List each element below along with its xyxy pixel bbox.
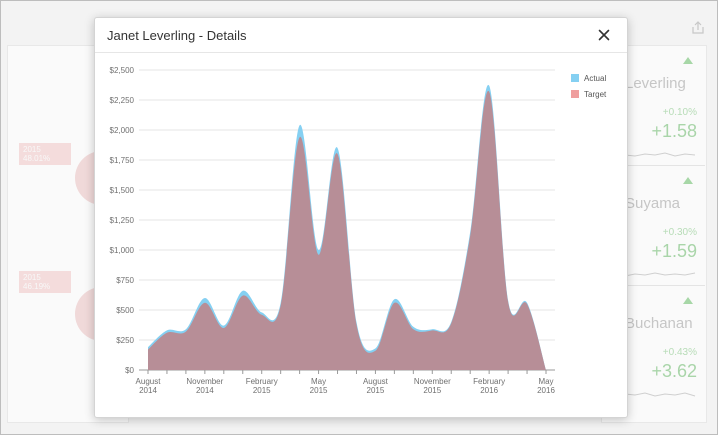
employee-delta: +1.59 (651, 241, 697, 261)
employee-delta: +3.62 (651, 361, 697, 381)
export-icon[interactable] (691, 21, 705, 35)
y-tick-label: $2,250 (110, 96, 135, 105)
y-tick-label: $1,000 (110, 246, 135, 255)
trend-up-icon (683, 177, 693, 184)
series-target-area (148, 90, 546, 370)
legend-swatch (571, 90, 579, 98)
employee-percent: +0.43% (662, 347, 697, 358)
x-tick-label: February (246, 377, 278, 386)
employee-delta: +1.58 (651, 121, 697, 141)
x-tick-label: 2014 (196, 386, 214, 395)
y-tick-label: $500 (116, 306, 134, 315)
x-tick-label: February (473, 377, 505, 386)
x-tick-label: 2015 (253, 386, 271, 395)
employee-name: Buchanan (625, 315, 693, 332)
x-tick-label: May (311, 377, 326, 386)
y-tick-label: $2,500 (110, 66, 135, 75)
sparkline (625, 272, 696, 277)
close-icon[interactable] (595, 26, 613, 44)
chart-container: $0 $250 $500 $750 $1,000 $1,250 $1,500 $1,750 $2… (95, 54, 627, 414)
details-dialog: Janet Leverling - Details $0 $250 $500 $750… (94, 17, 628, 418)
employee-card[interactable]: Suyama +0.30% +1.59 (605, 167, 705, 286)
x-tick-label: 2014 (139, 386, 157, 395)
trend-up-icon (683, 57, 693, 64)
pie-label: 2015 46.19% (19, 271, 71, 293)
y-tick-label: $250 (116, 336, 134, 345)
employee-card[interactable]: Leverling +0.10% +1.58 (605, 47, 705, 166)
trend-up-icon (683, 297, 693, 304)
x-tick-label: 2016 (480, 386, 498, 395)
x-tick-label: November (414, 377, 451, 386)
y-tick-label: $2,000 (110, 126, 135, 135)
legend-label: Target (584, 90, 607, 99)
x-tick-label: 2015 (367, 386, 385, 395)
x-tick-label: 2015 (423, 386, 441, 395)
dialog-title: Janet Leverling - Details (107, 28, 247, 43)
x-tick-label: August (136, 377, 162, 386)
x-tick-label: 2016 (537, 386, 555, 395)
x-tick-label: November (186, 377, 223, 386)
employee-percent: +0.10% (662, 107, 697, 118)
y-tick-label: $1,500 (110, 186, 135, 195)
area-chart: $0 $250 $500 $750 $1,000 $1,250 $1,500 $1,750 $2… (110, 66, 607, 395)
x-tick-label: May (538, 377, 553, 386)
y-tick-label: $0 (125, 366, 134, 375)
y-tick-label: $750 (116, 276, 134, 285)
employee-name: Leverling (625, 75, 686, 92)
dialog-header: Janet Leverling - Details (95, 18, 627, 53)
employee-card[interactable]: Buchanan +0.43% +3.62 (605, 287, 705, 405)
pie-label: 2015 48.01% (19, 143, 71, 165)
employee-name: Suyama (625, 195, 681, 212)
x-tick-label: 2015 (310, 386, 328, 395)
legend-label: Actual (584, 74, 606, 83)
y-tick-label: $1,750 (110, 156, 135, 165)
employee-percent: +0.30% (662, 227, 697, 238)
legend-swatch (571, 74, 579, 82)
sparkline (625, 392, 696, 397)
y-tick-label: $1,250 (110, 216, 135, 225)
x-tick-label: August (363, 377, 389, 386)
sparkline (625, 152, 696, 157)
